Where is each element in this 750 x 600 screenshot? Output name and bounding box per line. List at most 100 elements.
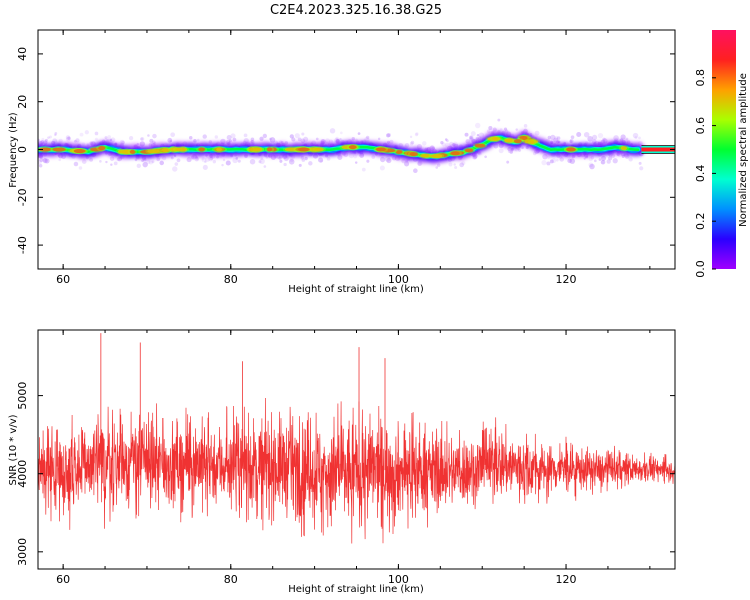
spectral-peak [248,147,263,152]
spectral-peak-halo [502,137,517,144]
spectral-speckle [146,159,151,165]
spectral-speckle [601,155,606,161]
snr-series-line [38,397,675,544]
spectral-speckle [315,137,319,141]
spectral-speckle [366,135,370,139]
spectral-speckle [452,141,458,148]
spectral-speckle [289,134,294,139]
spectral-speckle [65,136,71,142]
spectral-speckle [452,142,456,146]
spectral-speckle [542,154,548,160]
spectral-speckle [361,167,366,172]
spectral-speckle [303,136,309,142]
spectral-speckle [326,157,331,161]
spectral-speckle [334,137,340,143]
spectral-speckle [464,132,469,137]
spectral-speckle [570,135,575,140]
x-tick-label: 60 [56,273,70,286]
spectral-speckle [58,138,63,143]
spectral-speckle [472,155,478,160]
spectral-speckle [355,138,358,142]
spectral-peak [147,149,160,154]
spectral-speckle [169,139,172,143]
snr-x-ticks: 60 80 100 120 [56,330,651,586]
snr-ylabel: SNR (10 * v/v) [8,414,19,485]
spectral-speckle [110,137,116,143]
spectral-speckle [105,160,108,164]
spectral-speckle [452,143,455,146]
spectral-speckle [583,131,590,138]
spectral-peak [513,139,522,144]
x-tick-label: 80 [224,573,238,586]
spectral-speckle [639,166,644,171]
spectral-speckle [152,133,157,139]
spectral-speckle [279,159,283,163]
spectral-speckle [294,133,300,139]
spectral-speckle [569,139,573,143]
spectral-speckle [67,136,71,140]
spectral-speckle [453,163,456,166]
spectral-speckle [283,162,287,167]
spectral-peak [73,149,86,154]
spectral-speckle [410,140,415,145]
y-tick-label: -20 [16,188,29,206]
x-tick-label: 80 [224,273,238,286]
spectral-peak [529,140,535,145]
spectral-speckle [214,135,218,139]
colorbar-tick-label: 0.4 [694,165,707,183]
snr-xlabel: Height of straight line (km) [288,584,424,595]
spectral-speckle [42,158,48,163]
spectral-peak-halo [428,152,445,160]
spectrogram-content [38,118,675,174]
spectral-peak-halo [50,146,68,153]
spectral-peak [38,147,52,152]
x-tick-label: 100 [388,273,409,286]
spectral-speckle [518,148,521,152]
spectral-speckle [353,154,357,159]
spectral-speckle [600,160,605,165]
spectral-speckle [409,141,414,146]
spectral-speckle [259,158,265,164]
spectral-speckle [190,156,195,160]
y-tick-label: 20 [16,95,29,109]
spectral-speckle [613,135,619,141]
spectral-speckle [301,158,306,162]
spectral-speckle [136,163,141,169]
spectral-speckle [621,154,625,159]
spectral-peak-halo [517,134,530,142]
spectral-speckle [94,131,99,136]
spectral-peak-halo [312,146,326,153]
spectral-speckle [430,146,434,150]
spectral-speckle [265,155,269,159]
spectral-speckle [140,137,145,141]
y-tick-label: 5000 [16,382,29,410]
spectral-speckle [422,141,427,146]
spectral-speckle [202,164,208,170]
spectral-speckle [387,133,392,138]
spectral-peak [216,147,222,152]
spectral-speckle [459,162,465,168]
spectral-speckle [386,157,392,164]
spectral-peak [52,147,66,152]
spectral-speckle [89,157,94,162]
spectral-peak [98,146,106,151]
spectral-peak-halo [117,148,135,156]
spectral-speckle [449,141,454,146]
y-tick-label: 4000 [16,460,29,488]
spectral-speckle [534,130,540,136]
spectral-speckle [589,163,595,170]
spectral-speckle [54,133,57,137]
colorbar-tick-label: 0.0 [694,260,707,278]
spectral-speckle [551,158,557,164]
spectral-speckle [205,156,210,162]
spectral-speckle [549,159,554,164]
spectral-peak-halo [511,137,524,145]
spectral-speckle [194,156,199,162]
spectral-peak-halo [145,148,162,155]
spectral-peak [450,151,460,156]
spectral-speckle [348,152,355,159]
spectral-speckle [42,158,48,164]
spectral-speckle [208,156,214,162]
spectral-peak-halo [38,146,54,153]
spectral-speckle [222,158,226,162]
